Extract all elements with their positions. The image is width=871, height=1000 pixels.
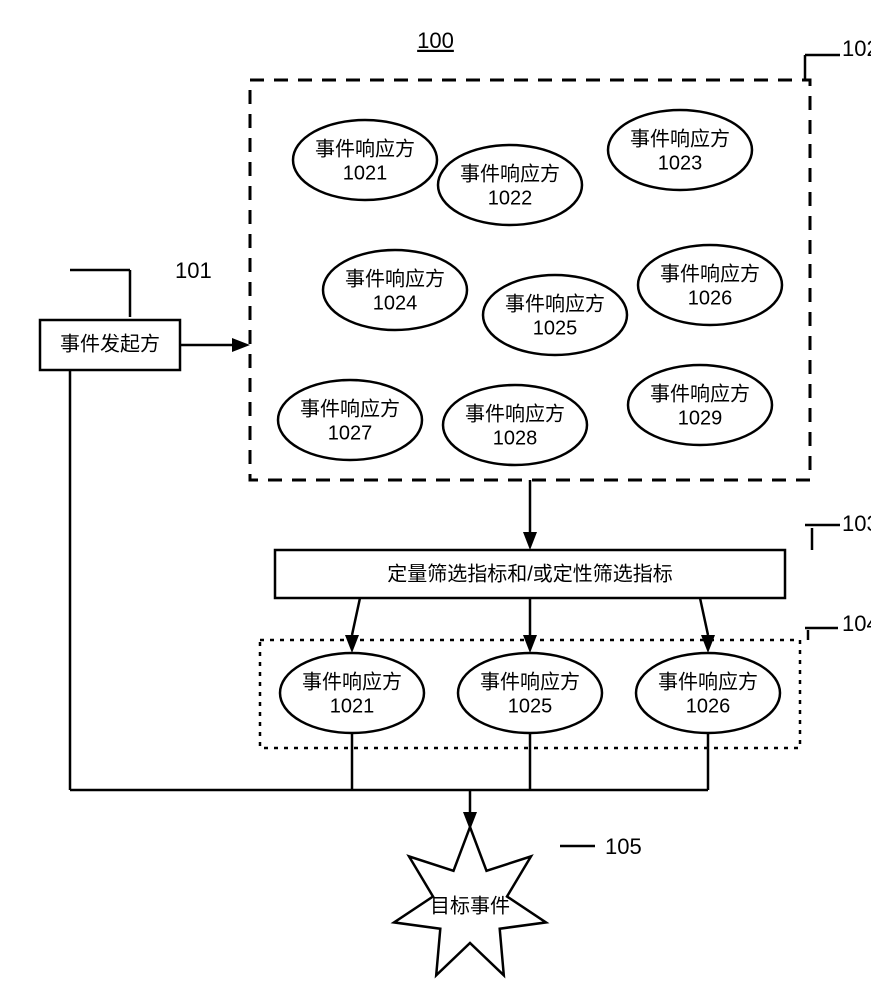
svg-text:定量筛选指标和/或定性筛选指标: 定量筛选指标和/或定性筛选指标 xyxy=(387,562,673,585)
flowchart-diagram: 100事件发起方101102事件响应方1021事件响应方1022事件响应方102… xyxy=(0,0,871,1000)
figure-ref: 100 xyxy=(417,28,454,53)
svg-text:105: 105 xyxy=(605,834,642,859)
svg-text:目标事件: 目标事件 xyxy=(430,894,510,917)
svg-text:事件响应方: 事件响应方 xyxy=(465,402,565,425)
svg-text:事件响应方: 事件响应方 xyxy=(660,262,760,285)
svg-text:1029: 1029 xyxy=(678,407,723,429)
svg-text:事件响应方: 事件响应方 xyxy=(345,267,445,290)
svg-text:事件响应方: 事件响应方 xyxy=(480,670,580,693)
svg-text:1027: 1027 xyxy=(328,422,373,444)
svg-text:事件响应方: 事件响应方 xyxy=(300,397,400,420)
svg-text:事件响应方: 事件响应方 xyxy=(302,670,402,693)
svg-text:事件发起方: 事件发起方 xyxy=(60,332,160,355)
svg-text:1025: 1025 xyxy=(533,317,578,339)
svg-text:1023: 1023 xyxy=(658,152,703,174)
svg-text:事件响应方: 事件响应方 xyxy=(315,137,415,160)
svg-text:1024: 1024 xyxy=(373,292,418,314)
svg-text:1026: 1026 xyxy=(688,287,733,309)
svg-text:1021: 1021 xyxy=(343,162,388,184)
svg-text:102: 102 xyxy=(842,36,871,61)
svg-text:事件响应方: 事件响应方 xyxy=(658,670,758,693)
svg-text:1022: 1022 xyxy=(488,187,533,209)
svg-text:103: 103 xyxy=(842,511,871,536)
svg-text:1021: 1021 xyxy=(330,695,375,717)
svg-text:事件响应方: 事件响应方 xyxy=(505,292,605,315)
svg-text:1028: 1028 xyxy=(493,427,538,449)
svg-text:事件响应方: 事件响应方 xyxy=(630,127,730,150)
svg-text:事件响应方: 事件响应方 xyxy=(650,382,750,405)
svg-text:1025: 1025 xyxy=(508,695,553,717)
svg-text:1026: 1026 xyxy=(686,695,731,717)
svg-text:104: 104 xyxy=(842,611,871,636)
svg-text:事件响应方: 事件响应方 xyxy=(460,162,560,185)
svg-text:101: 101 xyxy=(175,258,212,283)
